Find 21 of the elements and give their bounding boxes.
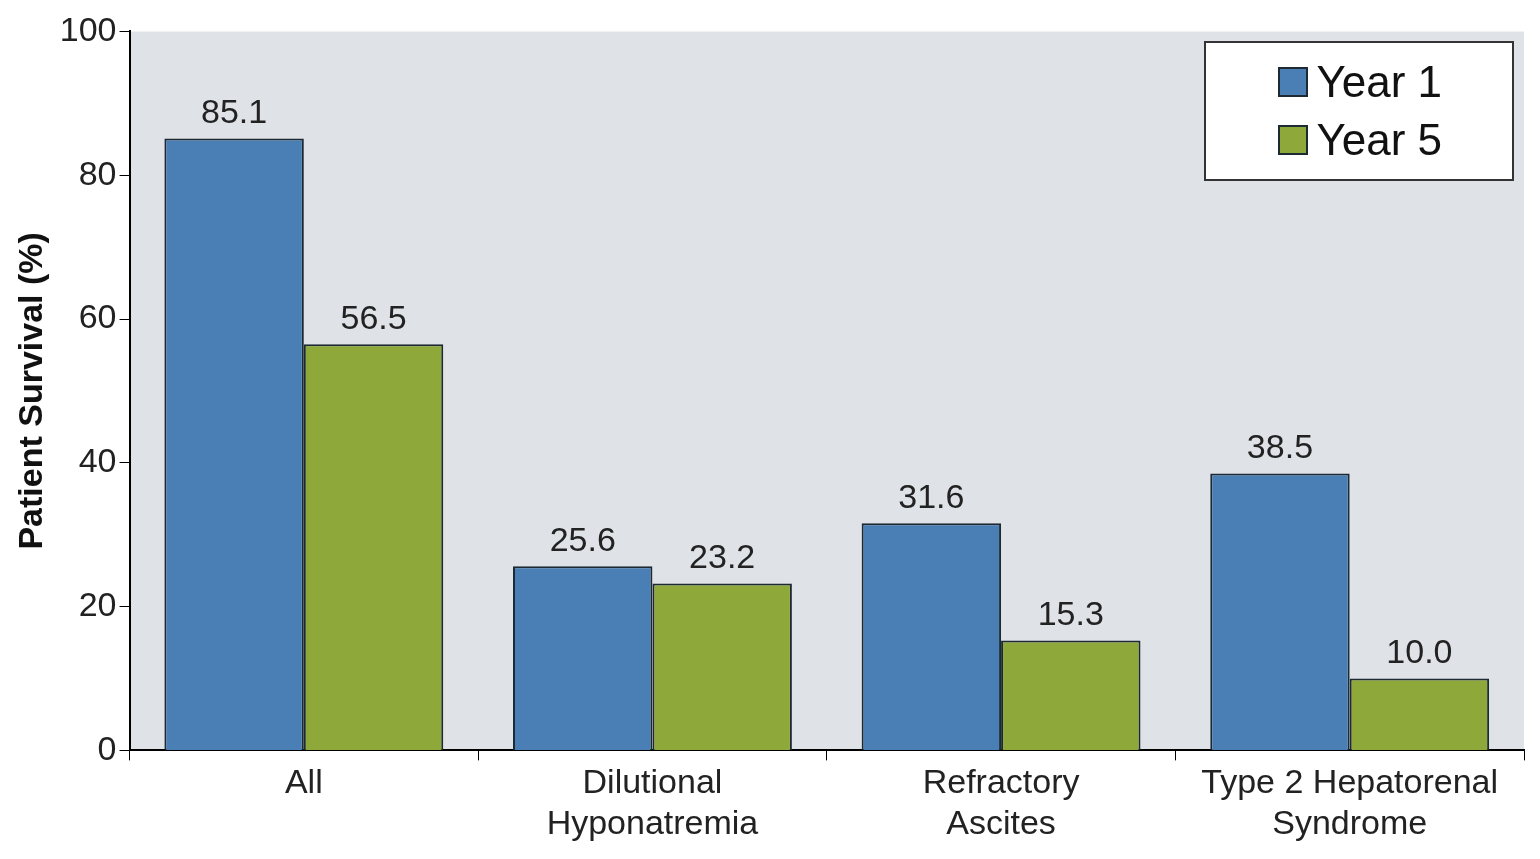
y-tick-label: 60 (78, 297, 117, 336)
legend-label: Year 1 (1316, 57, 1442, 108)
legend-label: Year 5 (1316, 115, 1442, 166)
x-tick-label: Refractory Ascites (922, 762, 1080, 841)
x-tick-label: Dilutional Hyponatremia (546, 762, 759, 841)
x-tick-label: Type 2 Hepatorenal Syndrome (1201, 762, 1499, 841)
y-tick-label: 100 (59, 9, 117, 48)
y-tick-label: 20 (78, 584, 117, 623)
y-axis-title: Patient Survival (%) (10, 232, 49, 550)
y-tick-label: 40 (78, 441, 117, 480)
y-tick-label: 0 (97, 728, 117, 767)
x-tick-label: All (284, 762, 323, 801)
data-label: 85.1 (201, 91, 268, 130)
data-label: 31.6 (898, 476, 965, 515)
data-label: 10.0 (1386, 631, 1453, 670)
data-label: 15.3 (1037, 593, 1104, 632)
data-label: 25.6 (549, 519, 616, 558)
y-tick-label: 80 (78, 153, 117, 192)
data-label: 38.5 (1246, 426, 1314, 465)
data-label: 23.2 (689, 536, 756, 575)
data-label: 56.5 (340, 297, 407, 336)
